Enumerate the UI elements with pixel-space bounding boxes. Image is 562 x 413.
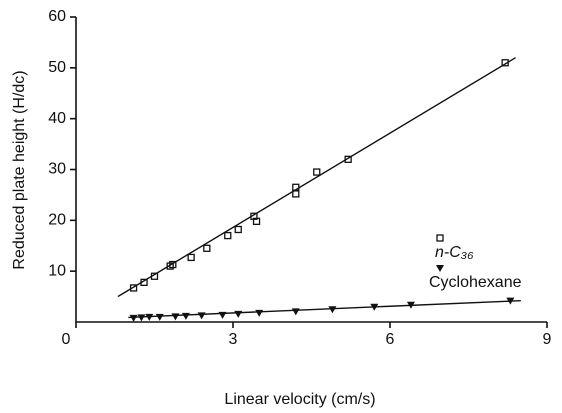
fit-line bbox=[128, 299, 521, 319]
point bbox=[129, 284, 138, 292]
point bbox=[181, 312, 190, 320]
legend-label: Cyclohexane bbox=[429, 274, 522, 291]
y-tick-label: 60 bbox=[48, 8, 66, 25]
x-axis-label: Linear velocity (cm/s) bbox=[224, 391, 375, 408]
point bbox=[129, 314, 138, 322]
point bbox=[218, 311, 227, 319]
point bbox=[291, 308, 300, 316]
y-tick-label: 20 bbox=[48, 212, 66, 229]
point bbox=[313, 168, 321, 176]
point bbox=[187, 253, 195, 262]
point bbox=[203, 244, 211, 252]
x-tick-label: 0 bbox=[62, 331, 71, 348]
point bbox=[137, 314, 146, 322]
legend-label: n-C₃₆ bbox=[435, 244, 474, 261]
point bbox=[406, 301, 415, 309]
point bbox=[171, 313, 180, 321]
point bbox=[252, 217, 261, 226]
point bbox=[234, 310, 243, 318]
y-tick-label: 40 bbox=[48, 110, 66, 127]
y-tick-label: 50 bbox=[48, 59, 66, 76]
fit-line bbox=[117, 57, 516, 298]
x-tick-label: 9 bbox=[543, 331, 552, 348]
y-tick-label: 10 bbox=[48, 262, 66, 279]
point bbox=[140, 278, 148, 287]
point bbox=[506, 297, 515, 305]
y-axis-label: Reduced plate height (H/dc) bbox=[11, 70, 28, 269]
point bbox=[150, 272, 159, 280]
legend-marker bbox=[436, 265, 444, 272]
point bbox=[197, 312, 206, 320]
y-tick-label: 30 bbox=[48, 161, 66, 178]
point bbox=[155, 313, 164, 321]
x-tick-label: 3 bbox=[229, 331, 238, 348]
point bbox=[255, 309, 264, 317]
point bbox=[234, 225, 242, 234]
point bbox=[344, 155, 352, 163]
point bbox=[169, 260, 177, 269]
point bbox=[370, 303, 379, 311]
legend-marker bbox=[436, 234, 444, 242]
x-tick-label: 6 bbox=[386, 331, 395, 348]
point bbox=[224, 231, 232, 240]
point bbox=[145, 313, 154, 321]
point bbox=[292, 190, 300, 198]
point bbox=[328, 306, 337, 314]
point bbox=[292, 183, 300, 191]
point bbox=[501, 59, 509, 67]
